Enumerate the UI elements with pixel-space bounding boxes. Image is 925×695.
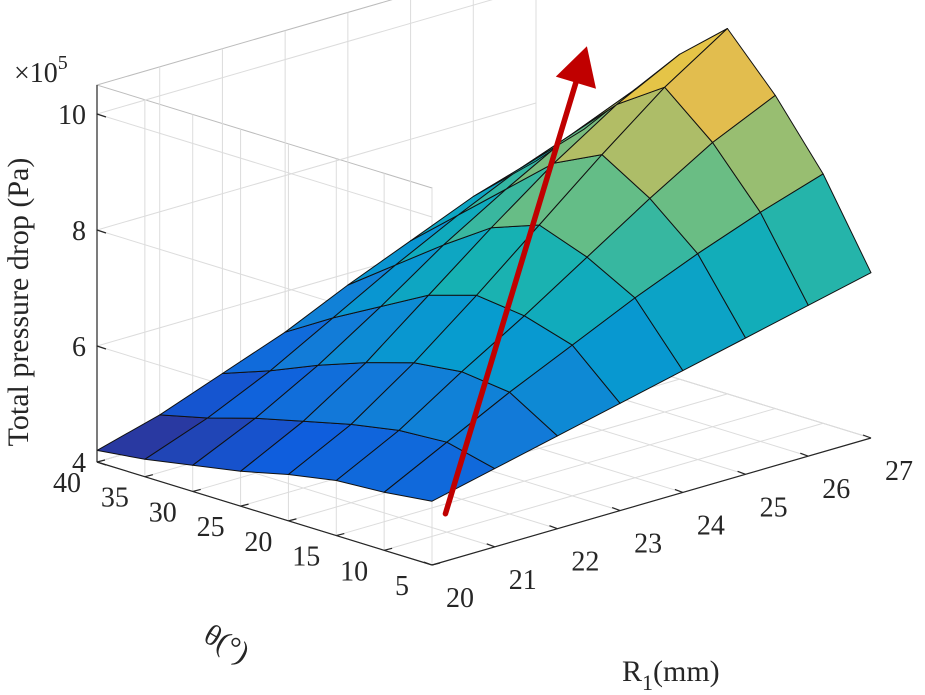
r1-tick-mark (862, 434, 872, 439)
theta-tick-mark (336, 532, 345, 537)
r1-tick-label: 24 (697, 510, 725, 541)
y-axis-label: θ(°) (198, 618, 255, 670)
x-axis-label-subscript: 1 (642, 670, 653, 695)
z-exponent: ×105 (14, 52, 68, 89)
trend-arrow (442, 46, 596, 517)
theta-tick-label: 15 (292, 542, 320, 573)
r1-tick-mark (611, 507, 621, 512)
z-tick-label: 6 (72, 332, 86, 363)
r1-tick-mark (423, 561, 433, 566)
grid-line-y-floor (384, 422, 824, 551)
theta-tick-mark (144, 474, 154, 478)
z-tick-label: 4 (72, 448, 86, 479)
r1-tick-mark (486, 543, 495, 548)
r1-tick-label: 20 (446, 583, 474, 614)
theta-tick-label: 35 (101, 483, 129, 514)
theta-tick-mark (383, 547, 393, 551)
x-axis-label: R1(mm) (622, 655, 720, 695)
r1-tick-label: 26 (822, 474, 850, 505)
trend-arrow-head (555, 46, 596, 89)
x-axis-label-main: R (622, 655, 642, 688)
theta-tick-label: 5 (395, 571, 409, 602)
theta-tick-label: 10 (340, 556, 368, 587)
grid-line-z (95, 0, 493, 218)
z-tick-label: 8 (72, 216, 86, 247)
theta-tick-mark (240, 503, 249, 507)
theta-tick-label: 20 (244, 527, 272, 558)
z-tick-mark (96, 229, 107, 234)
surface-mesh (96, 28, 872, 502)
z-exponent-power: 5 (58, 52, 68, 74)
r1-tick-mark (549, 525, 558, 530)
theta-tick-mark (96, 459, 106, 463)
surface-cell (759, 173, 872, 306)
theta-tick-mark (192, 488, 201, 493)
r1-tick-label: 25 (760, 492, 788, 523)
r1-axis-line (431, 437, 872, 566)
r1-tick-label: 22 (571, 547, 599, 578)
axes: 4 6 8 10 5 10 15 20 25 30 35 40 20 21 22 23 24 25 26 27 (53, 85, 913, 614)
theta-tick-label: 30 (149, 497, 177, 528)
theta-axis-line (96, 461, 433, 566)
r1-tick-label: 21 (509, 565, 537, 596)
z-exponent-base: ×10 (14, 58, 58, 89)
r1-tick-mark (737, 470, 746, 475)
z-tick-mark (96, 113, 107, 118)
r1-tick-label: 27 (885, 456, 913, 487)
x-axis-label-units: (mm) (653, 655, 720, 688)
theta-tick-mark (288, 518, 297, 522)
z-tick-mark (96, 345, 107, 350)
grid-line-y-floor (336, 408, 776, 537)
r1-tick-label: 23 (634, 529, 662, 560)
theta-tick-label: 40 (53, 468, 81, 499)
z-axis-label: Total pressure drop (Pa) (2, 158, 35, 447)
r1-tick-mark (800, 452, 809, 457)
z-tick-label: 10 (58, 100, 86, 131)
theta-tick-label: 25 (197, 512, 225, 543)
trend-arrow-shaft (442, 76, 580, 517)
r1-tick-mark (674, 488, 684, 493)
